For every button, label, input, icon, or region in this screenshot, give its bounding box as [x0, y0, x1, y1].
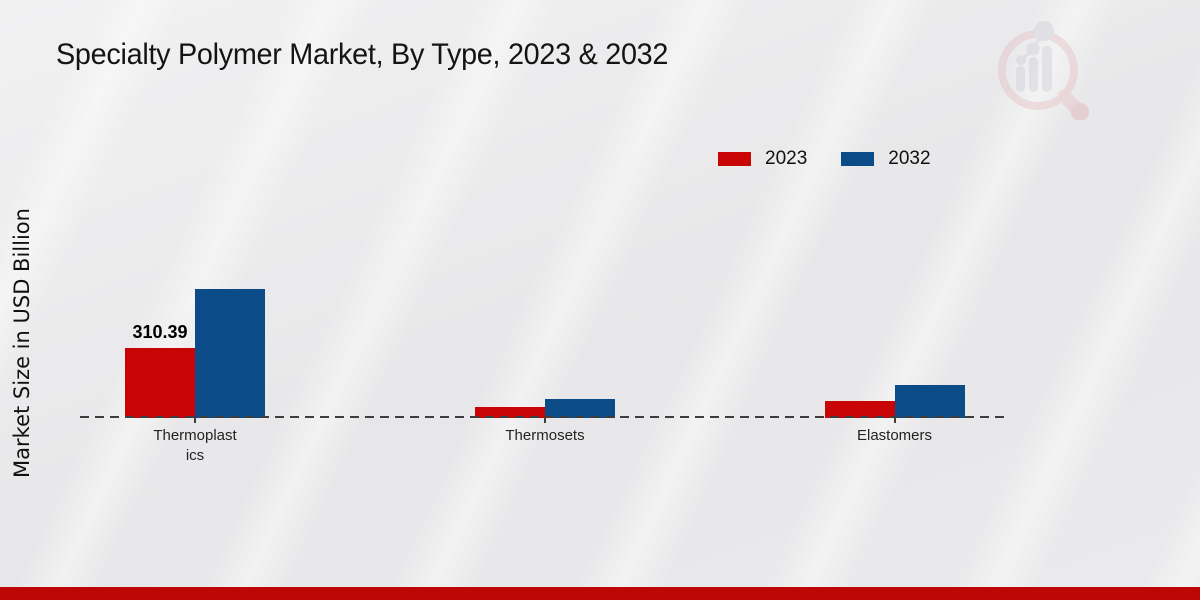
- bar-2023-thermoplastics: [125, 347, 195, 418]
- trend-dot-large-icon: [1034, 21, 1054, 41]
- logo-bar-medium-icon: [1029, 57, 1038, 92]
- x-axis-tick-thermosets: [544, 418, 546, 423]
- trend-dot-small-icon: [1016, 55, 1026, 65]
- x-tick-label-thermoplastics: Thermoplast ics: [153, 427, 237, 465]
- trend-dot-medium-icon: [1026, 42, 1040, 56]
- x-axis-dashed-line: [80, 416, 1007, 418]
- legend-label-2032: 2032: [888, 148, 931, 169]
- data-label-thermoplastics-2023: 310.39: [132, 321, 188, 342]
- legend-label-2023: 2023: [765, 148, 808, 169]
- magnifier-bar-chart-logo-icon: [998, 21, 1089, 120]
- magnifier-handle-icon: [1057, 89, 1087, 119]
- chart-title: Specialty Polymer Market, By Type, 2023 …: [56, 38, 669, 71]
- bar-2032-thermosets: [545, 399, 615, 418]
- x-tick-label-elastomers: Elastomers: [856, 427, 933, 444]
- x-axis-tick-thermoplastics: [194, 418, 196, 423]
- x-tick-label-thermosets: Thermosets: [505, 427, 585, 444]
- magnifier-handle-tip-icon: [1071, 103, 1089, 120]
- footer-accent-bar: [0, 587, 1200, 600]
- legend-swatch-2032: [841, 152, 875, 166]
- legend: 2023 2032: [718, 148, 931, 170]
- legend-swatch-2023: [718, 152, 751, 166]
- logo-bar-small-icon: [1016, 66, 1025, 92]
- bar-2032-elastomers: [894, 385, 965, 418]
- bar-2023-elastomers: [824, 401, 895, 418]
- trend-line-icon: [1019, 31, 1045, 62]
- bar-2032-thermoplastics: [195, 288, 265, 418]
- logo-bar-tall-icon: [1042, 46, 1052, 92]
- magnifier-ring-icon: [998, 30, 1078, 110]
- x-axis-tick-elastomers: [893, 418, 896, 423]
- bar-2023-thermosets: [475, 406, 545, 418]
